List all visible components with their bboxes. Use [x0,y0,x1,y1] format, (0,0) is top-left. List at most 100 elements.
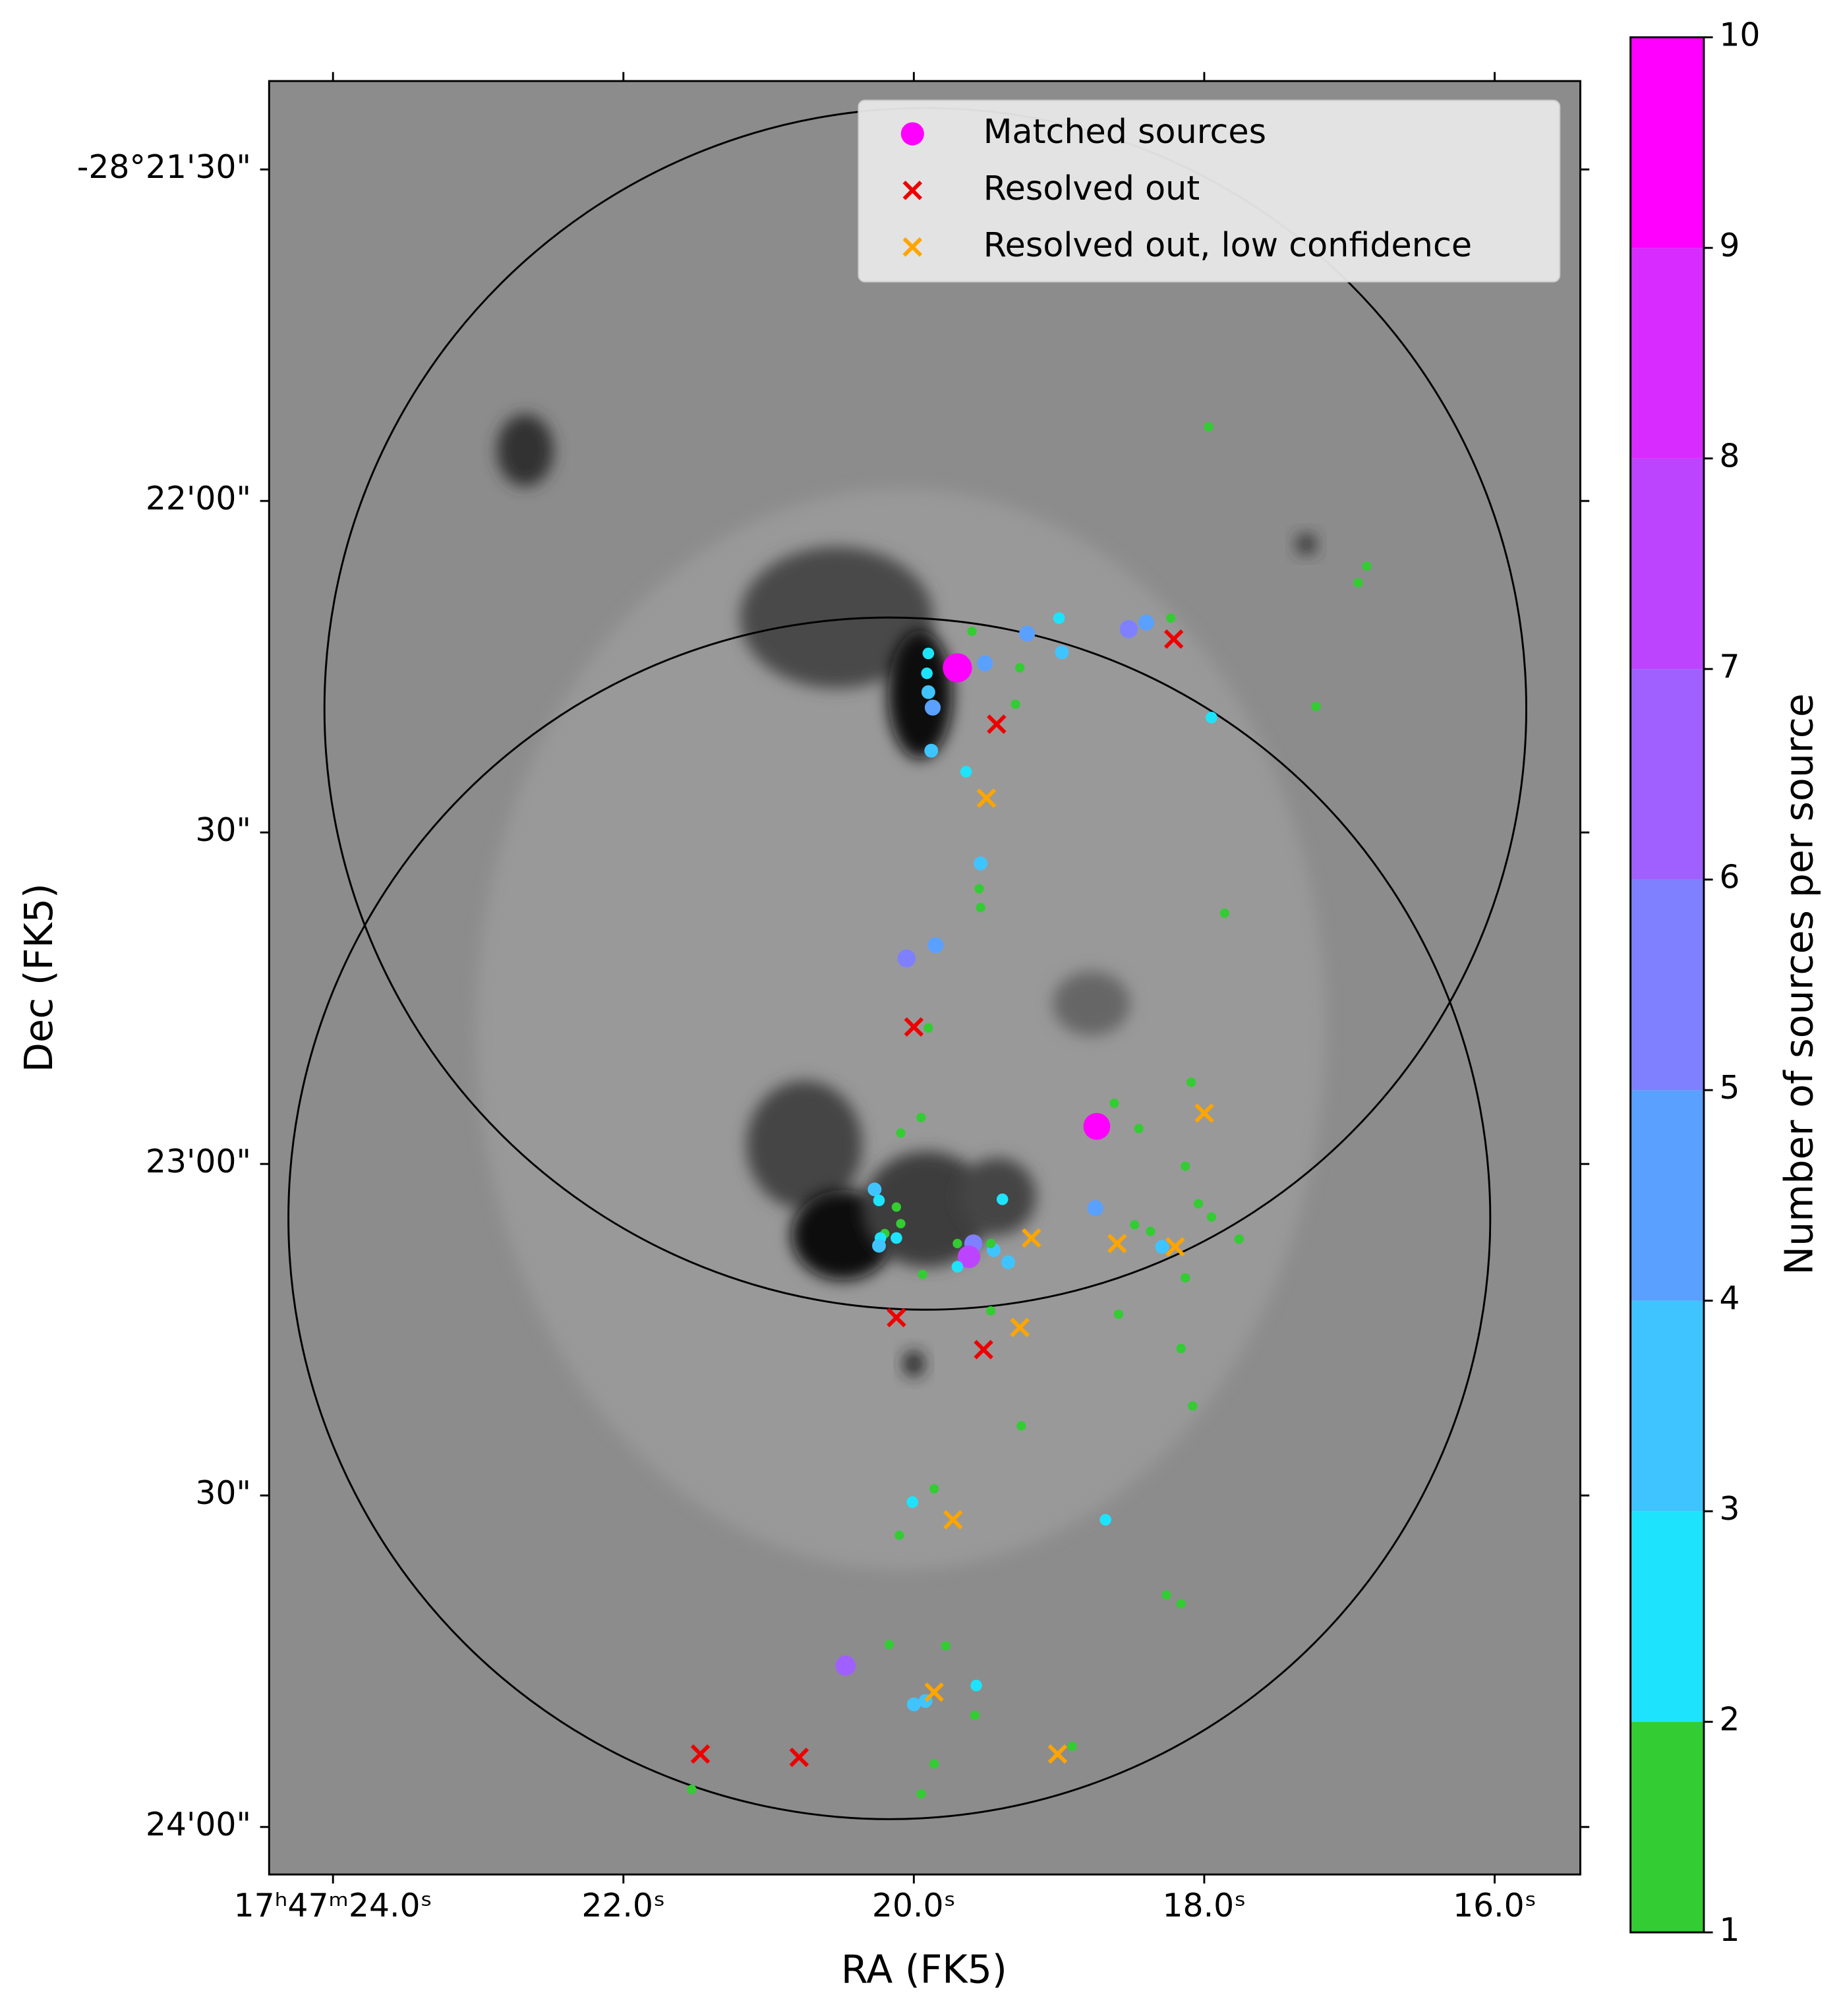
matched-source [872,1238,886,1253]
matched-source [1119,619,1138,639]
matched-source [976,903,985,913]
resolved-out-marker [974,1340,993,1360]
resolved-out-marker [1047,1744,1068,1764]
resolved-out-marker [1107,1234,1127,1253]
colorbar-tick-label: 2 [1719,1701,1740,1739]
matched-source [1010,699,1020,709]
matched-source [1016,1421,1026,1431]
matched-source [996,1194,1009,1205]
matched-source [970,1710,980,1720]
matched-source [884,1640,894,1650]
matched-source [1206,711,1217,724]
matched-source [896,1128,906,1138]
matched-source [1194,1199,1204,1209]
matched-source [1113,1310,1124,1319]
matched-source [894,1530,904,1540]
matched-source [1083,1112,1111,1140]
matched-source [1099,1514,1111,1526]
resolved-out-marker [987,714,1007,734]
matched-source [967,626,977,637]
colorbar-tick-label: 1 [1719,1911,1740,1949]
matched-source [943,653,972,683]
resolved-out-marker [924,1682,944,1702]
matched-source [1219,908,1229,918]
colorbar: 1 2 3 4 5 6 7 8 9 10 Number of sources per source [1629,16,1821,1949]
matched-source [941,1641,951,1651]
matched-source [1311,701,1321,712]
x-tick-label: 18.0ˢ [1163,1887,1246,1924]
matched-source [1186,1077,1196,1087]
resolved-out-marker [976,788,997,808]
matched-source [1353,578,1363,588]
y-tick-label: 24'00" [146,1806,251,1843]
matched-source [1181,1273,1190,1282]
matched-source [985,1306,996,1316]
legend: Matched sources Resolved out Resolved out,… [858,100,1561,283]
matched-source [1188,1401,1198,1411]
y-tick-label: -28°21'30" [77,148,251,186]
matched-source [923,1023,933,1033]
matched-source [974,884,984,894]
resolved-out-marker [1010,1317,1030,1338]
colorbar-segment [1630,1511,1704,1722]
resolved-out-marker [1163,629,1184,649]
matched-source [906,1496,918,1509]
field-circle [287,616,1492,1820]
matched-source [687,1785,697,1795]
y-axis-label: Dec (FK5) [16,883,61,1072]
matched-source [1176,1344,1186,1354]
matched-source [1130,1220,1140,1230]
resolved-out-marker [1022,1228,1041,1248]
resolved-out-marker [943,1510,963,1530]
matched-source [1234,1234,1244,1244]
matched-source [1138,614,1154,631]
matched-source [835,1655,856,1676]
matched-source [960,766,972,778]
colorbar-segment [1630,1090,1704,1301]
matched-source [1362,561,1372,571]
matched-source [891,1232,902,1244]
matched-source [1053,612,1065,624]
colorbar-segment [1630,248,1704,459]
matched-source [916,1112,926,1122]
legend-marker [900,122,924,146]
x-tick-label: 20.0ˢ [872,1887,956,1924]
plot-frame [268,80,1581,1876]
y-tick-label: 22'00" [146,480,251,517]
matched-source [924,743,939,758]
y-tick-label: 30" [195,811,251,849]
resolved-out-marker [904,1017,924,1037]
matched-source [922,647,935,660]
matched-source [970,1679,982,1692]
data-layer [687,422,1372,1799]
matched-source [1019,625,1036,642]
matched-source [929,1483,939,1494]
matched-source [916,1789,926,1799]
matched-source [921,685,935,699]
colorbar-segment [1630,37,1704,248]
matched-source [906,1697,921,1712]
resolved-out-marker [887,1308,906,1327]
image-background [269,80,1581,1875]
legend-marker [902,181,923,200]
colorbar-tick-label: 9 [1719,227,1740,264]
matched-source [873,1194,885,1207]
colorbar-tick-label: 6 [1719,859,1740,896]
matched-source [867,1182,882,1197]
matched-source [927,937,944,954]
colorbar-segment [1630,669,1704,880]
y-tick-label: 30" [195,1474,251,1512]
matched-source [1204,422,1214,432]
matched-source [957,1245,981,1269]
matched-source [1109,1098,1119,1109]
colorbar-frame [1629,36,1705,1934]
colorbar-segment [1630,458,1704,670]
colorbar-tick-label: 5 [1719,1069,1740,1107]
x-tick-label: 22.0ˢ [581,1887,665,1924]
colorbar-tick-label: 8 [1719,438,1740,475]
matched-source [897,949,916,968]
matched-source [1155,1240,1169,1254]
matched-source [951,1261,964,1273]
matched-source [1181,1161,1190,1171]
